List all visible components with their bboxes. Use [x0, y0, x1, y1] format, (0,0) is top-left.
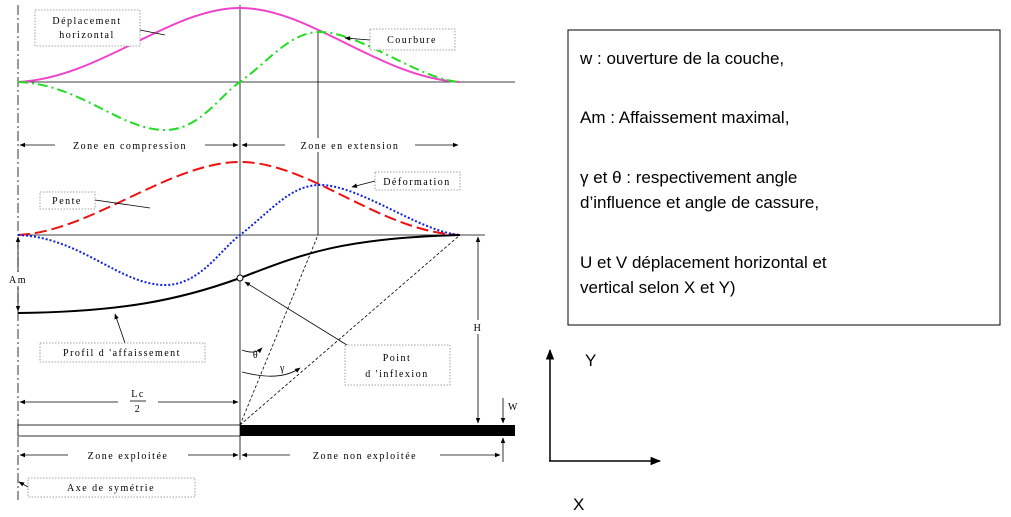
axis-label: Y: [585, 351, 596, 370]
label-box: [27, 477, 196, 498]
leader: [244, 281, 356, 351]
label: Point: [383, 353, 412, 364]
label: Déplacement: [52, 16, 121, 27]
label: Profil d 'affaissement: [63, 348, 181, 359]
leader: [344, 36, 371, 41]
leader: [114, 313, 126, 344]
curvature-curve: [17, 30, 461, 132]
label-box: [34, 9, 141, 47]
label: Zone en compression: [73, 141, 187, 152]
label: Pente: [52, 196, 82, 207]
leader: [351, 180, 376, 188]
unmined-seam: [240, 425, 515, 436]
label-box: [39, 342, 206, 363]
label: Zone exploitée: [88, 451, 169, 462]
label: d 'inflexion: [365, 369, 428, 380]
label-bg: [118, 388, 158, 416]
influence-line: [239, 234, 461, 426]
label-box: [39, 191, 96, 210]
legend-line: d’influence et angle de cassure,: [580, 193, 819, 212]
label: W: [508, 402, 519, 413]
label-bg: [8, 272, 30, 286]
label: Axe de symétrie: [67, 483, 155, 494]
label: Lc: [131, 389, 145, 400]
label-box: [374, 171, 461, 191]
break-line: [239, 234, 319, 426]
label: Zone non exploitée: [313, 451, 417, 462]
label-bg: [290, 448, 440, 462]
legend-line: γ et θ : respectivement angle: [580, 168, 797, 187]
leader: [94, 199, 151, 209]
label: Courbure: [387, 35, 437, 46]
label: γ: [279, 363, 286, 374]
label-box: [344, 344, 451, 386]
label: Déformation: [383, 177, 451, 188]
legend-line: U et V déplacement horizontal et: [580, 253, 827, 272]
slope-curve: [17, 160, 461, 236]
label-bg: [285, 138, 415, 152]
legend-line: w : ouverture de la couche,: [579, 49, 784, 68]
deformation-curve: [17, 183, 461, 287]
label: 2: [135, 404, 142, 415]
label-box: [369, 28, 456, 51]
label-bg: [472, 320, 484, 334]
legend-box: [567, 29, 1001, 326]
label: Zone en extension: [301, 141, 400, 152]
subsidence-curve: [17, 234, 461, 314]
gamma-arc: [241, 367, 301, 377]
displacement-curve: [17, 6, 461, 83]
legend-line: vertical selon X et Y): [580, 278, 736, 297]
label-bg: [68, 448, 188, 462]
theta-arc: [241, 347, 263, 354]
inflection-marker: [236, 274, 244, 282]
axis-label: X: [573, 495, 584, 514]
legend-line: Am : Affaissement maximal,: [580, 108, 789, 127]
mined-seam: [17, 424, 241, 437]
label-bg: [55, 138, 205, 152]
label: θ: [253, 350, 259, 361]
label: Am: [9, 275, 27, 286]
leader: [139, 29, 166, 36]
label: H: [474, 323, 483, 334]
label: horizontal: [59, 30, 115, 41]
